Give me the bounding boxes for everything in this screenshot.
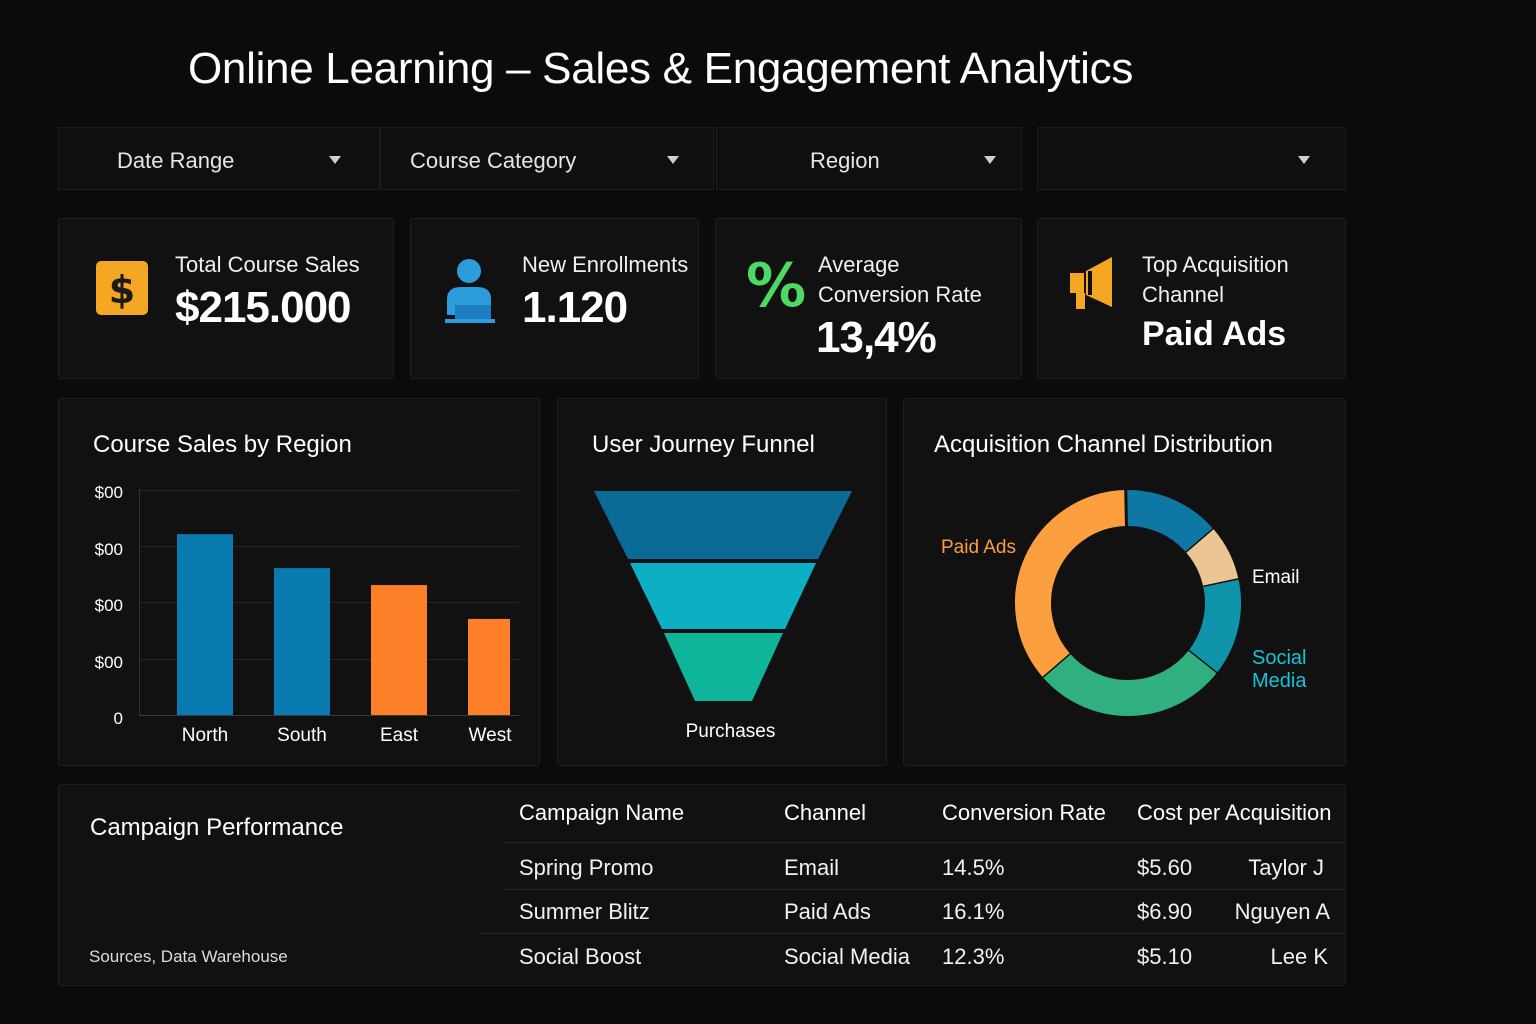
chevron-down-icon <box>329 156 341 164</box>
kpi-card-conversion: % Average Conversion Rate 13,4% <box>715 218 1022 379</box>
funnel-chart <box>594 491 852 701</box>
user-icon <box>445 259 495 323</box>
kpi-card-sales: $ Total Course Sales $215.000 <box>58 218 394 379</box>
x-label-south: South <box>277 725 327 746</box>
kpi-label-line2: Conversion Rate <box>818 282 982 307</box>
footnote: Sources, Data Warehouse <box>89 947 288 966</box>
panel-title: Campaign Performance <box>90 814 344 841</box>
dollar-icon: $ <box>96 261 148 315</box>
funnel-stage-2 <box>630 563 816 629</box>
megaphone-icon <box>1070 257 1112 309</box>
divider <box>505 842 1345 843</box>
funnel-stage-3 <box>664 633 783 701</box>
cell-cpa: $5.60 <box>1137 855 1193 880</box>
kpi-label-line1: Top Acquisition <box>1142 252 1289 277</box>
y-tick: 0 <box>113 709 123 728</box>
legend-social-line2: Media <box>1252 670 1307 692</box>
cell-owner: Nguyen A <box>1234 899 1330 924</box>
col-header-channel[interactable]: Channel <box>784 800 866 825</box>
donut-slice-4 <box>1042 650 1217 716</box>
cell-rate: 14.5% <box>942 855 1005 880</box>
cell-cpa: $5.10 <box>1137 944 1193 969</box>
y-tick: $00 <box>94 540 123 559</box>
bar-west <box>468 618 510 715</box>
campaign-panel <box>58 784 1346 986</box>
kpi-label: Total Course Sales <box>175 252 360 277</box>
divider <box>505 889 1345 890</box>
cell-rate: 12.3% <box>942 944 1005 969</box>
donut-slice-0 <box>1015 490 1128 677</box>
col-header-campaign[interactable]: Campaign Name <box>519 800 685 825</box>
bar-east <box>371 585 427 715</box>
percent-icon: % <box>746 251 807 321</box>
kpi-value: $215.000 <box>175 283 352 332</box>
col-header-cpa[interactable]: Cost per Acquisition <box>1137 800 1332 825</box>
chevron-down-icon <box>667 156 679 164</box>
cell-channel: Paid Ads <box>784 899 871 924</box>
filter-date-range[interactable]: Date Range <box>58 127 380 190</box>
cell-cpa: $6.90 <box>1137 899 1193 924</box>
channel-distribution-panel: Acquisition Channel Distribution Paid Ad… <box>903 398 1346 766</box>
divider <box>480 933 1345 934</box>
cell-rate: 16.1% <box>942 899 1005 924</box>
filter-course-category[interactable]: Course Category <box>380 127 714 190</box>
kpi-label: New Enrollments <box>522 252 689 277</box>
bar-chart <box>139 489 519 716</box>
filter-region[interactable]: Region <box>716 127 1022 190</box>
donut-separator <box>1124 489 1128 527</box>
legend-paid-ads: Paid Ads <box>941 537 1016 558</box>
kpi-value: Paid Ads <box>1142 315 1287 353</box>
donut-chart <box>1015 489 1241 716</box>
x-label-east: East <box>379 725 419 746</box>
filter-label: Region <box>810 148 880 173</box>
legend-social-line1: Social <box>1252 647 1307 669</box>
y-tick: $00 <box>94 653 123 672</box>
bar-south <box>274 568 330 715</box>
cell-campaign: Summer Blitz <box>519 899 650 924</box>
filter-label: Course Category <box>410 148 577 173</box>
panel-title: User Journey Funnel <box>592 431 815 458</box>
cell-owner: Lee K <box>1270 944 1329 969</box>
cell-channel: Email <box>784 855 840 880</box>
funnel-panel: User Journey Funnel Purchases <box>557 398 887 766</box>
page-title: Online Learning – Sales & Engagement Ana… <box>188 44 1134 93</box>
sales-by-region-panel: Course Sales by Region $00 $00 $00 $00 0… <box>58 398 540 766</box>
cell-channel: Social Media <box>784 944 910 969</box>
chevron-down-icon <box>984 156 996 164</box>
bar-north <box>177 534 233 715</box>
panel-title: Acquisition Channel Distribution <box>934 431 1273 458</box>
kpi-card-channel: Top Acquisition Channel Paid Ads <box>1037 218 1346 379</box>
filter-label: Date Range <box>117 148 235 173</box>
x-label-west: West <box>468 725 512 746</box>
svg-text:$: $ <box>109 268 135 312</box>
donut-slice-2 <box>1185 529 1239 588</box>
funnel-bottom-label: Purchases <box>685 721 776 742</box>
donut-slice-1 <box>1125 490 1214 554</box>
funnel-stage-1 <box>594 491 852 559</box>
y-tick: $00 <box>94 483 123 502</box>
col-header-rate[interactable]: Conversion Rate <box>942 800 1106 825</box>
x-label-north: North <box>181 725 229 746</box>
filter-extra[interactable] <box>1037 127 1346 190</box>
kpi-label-line1: Average <box>818 252 900 277</box>
kpi-value: 1.120 <box>522 283 628 332</box>
donut-slice-3 <box>1187 579 1241 674</box>
kpi-value: 13,4% <box>816 313 937 362</box>
chevron-down-icon <box>1298 156 1310 164</box>
panel-title: Course Sales by Region <box>93 431 352 458</box>
kpi-card-enrollments: New Enrollments 1.120 <box>410 218 699 379</box>
cell-campaign: Social Boost <box>519 944 642 969</box>
legend-email: Email <box>1252 567 1300 588</box>
cell-owner: Taylor J <box>1248 855 1324 880</box>
y-tick: $00 <box>94 596 123 615</box>
kpi-label-line2: Channel <box>1142 282 1224 307</box>
cell-campaign: Spring Promo <box>519 855 654 880</box>
